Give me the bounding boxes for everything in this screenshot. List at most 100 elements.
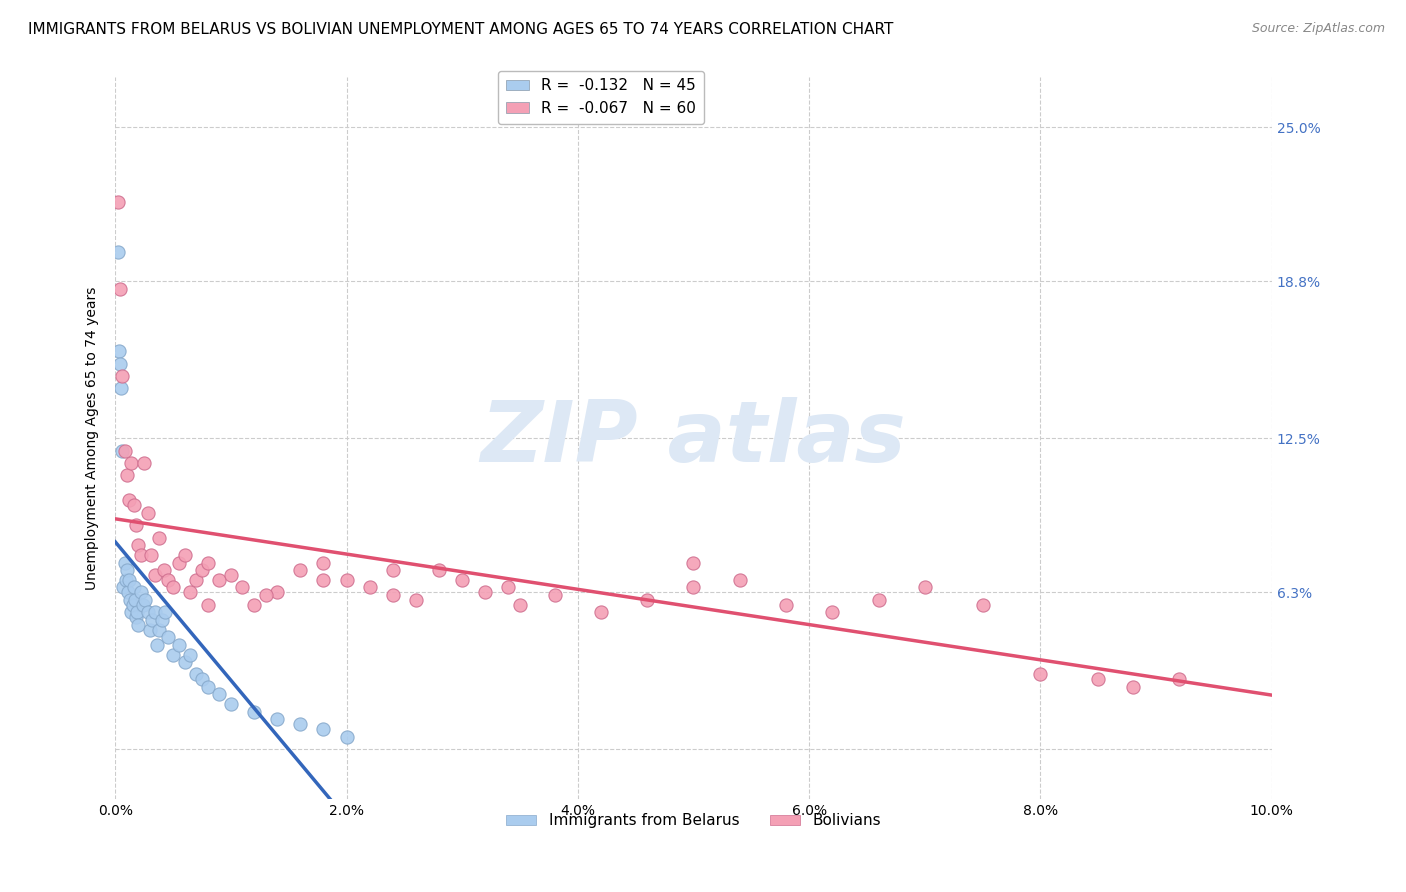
Point bbox=[129, 585, 152, 599]
Point bbox=[121, 605, 143, 619]
Point bbox=[544, 588, 567, 602]
Point bbox=[139, 548, 162, 562]
Point bbox=[335, 730, 357, 744]
Point bbox=[179, 648, 201, 662]
Point bbox=[1087, 673, 1109, 687]
Point bbox=[243, 598, 266, 612]
Y-axis label: Unemployment Among Ages 65 to 74 years: Unemployment Among Ages 65 to 74 years bbox=[86, 286, 100, 590]
Point bbox=[162, 581, 184, 595]
Point bbox=[498, 581, 520, 595]
Point bbox=[139, 623, 162, 637]
Point bbox=[143, 605, 166, 619]
Point bbox=[112, 581, 135, 595]
Point bbox=[157, 573, 180, 587]
Point bbox=[1168, 673, 1191, 687]
Point bbox=[290, 717, 312, 731]
Point bbox=[108, 357, 131, 371]
Point bbox=[359, 581, 381, 595]
Point bbox=[162, 648, 184, 662]
Point bbox=[153, 605, 176, 619]
Point bbox=[129, 548, 152, 562]
Point bbox=[121, 456, 143, 470]
Point bbox=[821, 605, 844, 619]
Point bbox=[107, 194, 129, 209]
Point bbox=[682, 581, 704, 595]
Point bbox=[191, 673, 214, 687]
Point bbox=[124, 592, 146, 607]
Point bbox=[153, 563, 176, 577]
Point bbox=[136, 506, 159, 520]
Point bbox=[254, 588, 277, 602]
Legend: Immigrants from Belarus, Bolivians: Immigrants from Belarus, Bolivians bbox=[499, 807, 887, 835]
Point bbox=[636, 592, 658, 607]
Point bbox=[127, 605, 149, 619]
Point bbox=[141, 613, 163, 627]
Point bbox=[134, 592, 156, 607]
Point bbox=[121, 598, 143, 612]
Point bbox=[114, 556, 136, 570]
Point bbox=[290, 563, 312, 577]
Point bbox=[173, 655, 195, 669]
Point bbox=[125, 610, 148, 624]
Point bbox=[381, 588, 404, 602]
Point bbox=[312, 722, 335, 736]
Point bbox=[107, 244, 129, 259]
Point bbox=[868, 592, 890, 607]
Point bbox=[150, 613, 173, 627]
Point bbox=[427, 563, 450, 577]
Point bbox=[231, 581, 253, 595]
Point bbox=[122, 498, 145, 512]
Point bbox=[110, 381, 132, 395]
Point bbox=[173, 548, 195, 562]
Point bbox=[117, 585, 139, 599]
Point bbox=[127, 538, 149, 552]
Point bbox=[312, 556, 335, 570]
Point bbox=[219, 698, 242, 712]
Point bbox=[509, 598, 531, 612]
Point bbox=[107, 344, 129, 359]
Point bbox=[125, 518, 148, 533]
Point bbox=[775, 598, 797, 612]
Point bbox=[312, 573, 335, 587]
Point bbox=[143, 568, 166, 582]
Point bbox=[186, 667, 208, 681]
Point bbox=[197, 598, 219, 612]
Point bbox=[728, 573, 751, 587]
Text: IMMIGRANTS FROM BELARUS VS BOLIVIAN UNEMPLOYMENT AMONG AGES 65 TO 74 YEARS CORRE: IMMIGRANTS FROM BELARUS VS BOLIVIAN UNEM… bbox=[28, 22, 893, 37]
Point bbox=[405, 592, 427, 607]
Point bbox=[208, 687, 231, 701]
Point bbox=[111, 443, 134, 458]
Point bbox=[197, 680, 219, 694]
Point bbox=[114, 573, 136, 587]
Point bbox=[219, 568, 242, 582]
Point bbox=[118, 573, 141, 587]
Text: Source: ZipAtlas.com: Source: ZipAtlas.com bbox=[1251, 22, 1385, 36]
Point bbox=[266, 585, 288, 599]
Point bbox=[191, 563, 214, 577]
Point bbox=[266, 712, 288, 726]
Point bbox=[108, 282, 131, 296]
Point bbox=[157, 630, 180, 644]
Point bbox=[208, 573, 231, 587]
Point bbox=[1122, 680, 1144, 694]
Point bbox=[1029, 667, 1052, 681]
Point bbox=[111, 368, 134, 383]
Point bbox=[243, 705, 266, 719]
Point bbox=[115, 563, 138, 577]
Point bbox=[122, 581, 145, 595]
Point bbox=[682, 556, 704, 570]
Text: ZIP atlas: ZIP atlas bbox=[481, 397, 907, 480]
Point bbox=[335, 573, 357, 587]
Point bbox=[134, 456, 156, 470]
Point bbox=[972, 598, 994, 612]
Point bbox=[451, 573, 474, 587]
Point bbox=[136, 605, 159, 619]
Point bbox=[118, 493, 141, 508]
Point bbox=[186, 573, 208, 587]
Point bbox=[381, 563, 404, 577]
Point bbox=[914, 581, 936, 595]
Point bbox=[132, 598, 155, 612]
Point bbox=[197, 556, 219, 570]
Point bbox=[146, 638, 169, 652]
Point bbox=[179, 585, 201, 599]
